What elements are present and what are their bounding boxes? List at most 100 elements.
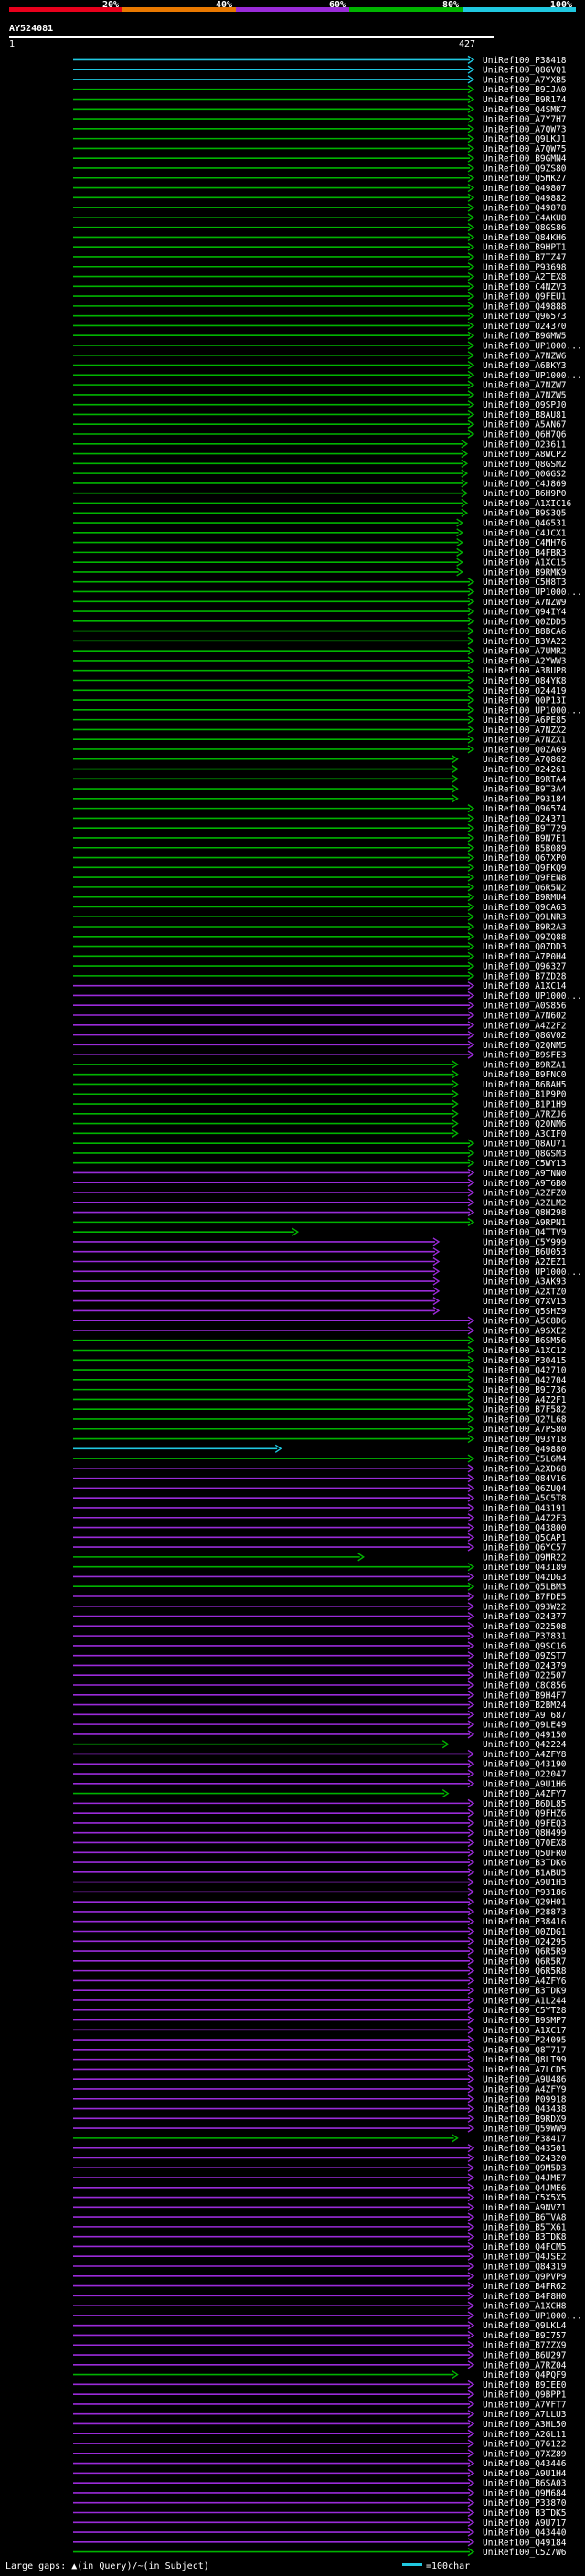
- hit-row[interactable]: UniRef100_Q6R5N2: [73, 883, 567, 893]
- hit-row[interactable]: UniRef100_O24377: [73, 1611, 567, 1622]
- hit-label[interactable]: UniRef100_UP1000...: [483, 588, 582, 598]
- hit-label[interactable]: UniRef100_A7NZW9: [483, 598, 567, 608]
- hit-label[interactable]: UniRef100_A1XC17: [483, 2026, 567, 2036]
- hit-label[interactable]: UniRef100_A1XIC16: [483, 499, 572, 509]
- hit-label[interactable]: UniRef100_C4MH76: [483, 538, 567, 548]
- hit-label[interactable]: UniRef100_Q49150: [483, 1730, 567, 1740]
- hit-label[interactable]: UniRef100_Q8LT99: [483, 2055, 567, 2065]
- hit-row[interactable]: UniRef100_A9SXE2: [73, 1326, 567, 1336]
- hit-label[interactable]: UniRef100_A7QW73: [483, 124, 567, 134]
- hit-label[interactable]: UniRef100_Q96574: [483, 804, 567, 814]
- hit-row[interactable]: UniRef100_Q8GSM3: [73, 1149, 567, 1159]
- hit-row[interactable]: UniRef100_A4ZFY6: [73, 1976, 567, 1987]
- hit-label[interactable]: UniRef100_C4J869: [483, 479, 567, 489]
- hit-row[interactable]: UniRef100_A7RZJ6: [73, 1109, 567, 1119]
- hit-row[interactable]: UniRef100_A4ZFY7: [73, 1789, 567, 1799]
- hit-row[interactable]: UniRef100_A7NZX1: [73, 735, 567, 746]
- hit-label[interactable]: UniRef100_A7YXB5: [483, 75, 567, 85]
- hit-row[interactable]: UniRef100_A9RPN1: [73, 1217, 567, 1228]
- hit-label[interactable]: UniRef100_A6BKY3: [483, 361, 567, 371]
- hit-row[interactable]: UniRef100_A8WCP2: [73, 449, 567, 460]
- hit-label[interactable]: UniRef100_A9U1H6: [483, 1779, 567, 1789]
- hit-label[interactable]: UniRef100_C4JCX1: [483, 528, 567, 538]
- hit-label[interactable]: UniRef100_B9SMP7: [483, 2016, 567, 2026]
- hit-row[interactable]: UniRef100_B3TDK8: [73, 2232, 567, 2242]
- hit-label[interactable]: UniRef100_Q76122: [483, 2440, 567, 2450]
- hit-label[interactable]: UniRef100_B9T3A4: [483, 785, 567, 795]
- hit-label[interactable]: UniRef100_A2ZEZ1: [483, 1257, 567, 1267]
- hit-label[interactable]: UniRef100_Q0ZA69: [483, 745, 567, 755]
- hit-row[interactable]: UniRef100_B9SMP7: [73, 2015, 567, 2026]
- hit-label[interactable]: UniRef100_B8BCA6: [483, 627, 567, 637]
- hit-row[interactable]: UniRef100_Q0ZDG1: [73, 1926, 567, 1937]
- hit-label[interactable]: UniRef100_Q9SPJ0: [483, 400, 567, 410]
- hit-row[interactable]: UniRef100_A9T6B0: [73, 1178, 567, 1189]
- hit-row[interactable]: UniRef100_Q9SC16: [73, 1641, 567, 1651]
- hit-label[interactable]: UniRef100_A5C8D6: [483, 1317, 567, 1327]
- hit-row[interactable]: UniRef100_O24419: [73, 685, 567, 696]
- hit-row[interactable]: UniRef100_A7P0H4: [73, 951, 567, 962]
- hit-label[interactable]: UniRef100_Q9FHZ6: [483, 1809, 567, 1819]
- hit-row[interactable]: UniRef100_Q67XP0: [73, 853, 567, 864]
- hit-row[interactable]: UniRef100_Q9ZS80: [73, 164, 567, 174]
- hit-row[interactable]: UniRef100_B9RMK9: [73, 567, 567, 578]
- hit-label[interactable]: UniRef100_Q42704: [483, 1375, 567, 1385]
- hit-label[interactable]: UniRef100_A4Z2F3: [483, 1513, 567, 1523]
- hit-label[interactable]: UniRef100_Q93Y18: [483, 1435, 567, 1445]
- hit-row[interactable]: UniRef100_Q9LKL4: [73, 2321, 567, 2331]
- hit-label[interactable]: UniRef100_B9RZA1: [483, 1060, 567, 1070]
- hit-row[interactable]: UniRef100_C5Z7W6: [73, 2548, 567, 2558]
- hit-label[interactable]: UniRef100_Q93W22: [483, 1602, 567, 1612]
- hit-row[interactable]: UniRef100_A4ZFY9: [73, 2084, 567, 2094]
- hit-label[interactable]: UniRef100_A4ZFY9: [483, 2084, 567, 2094]
- hit-row[interactable]: UniRef100_B3TDK5: [73, 2507, 567, 2518]
- hit-row[interactable]: UniRef100_P37831: [73, 1631, 567, 1642]
- hit-label[interactable]: UniRef100_B9HPT1: [483, 243, 567, 253]
- hit-row[interactable]: UniRef100_A9U1H3: [73, 1878, 567, 1888]
- hit-label[interactable]: UniRef100_C5WY13: [483, 1159, 567, 1169]
- hit-row[interactable]: UniRef100_Q96574: [73, 804, 567, 814]
- hit-row[interactable]: UniRef100_Q9FKQ9: [73, 863, 567, 874]
- hit-row[interactable]: UniRef100_Q84YK8: [73, 675, 567, 686]
- hit-label[interactable]: UniRef100_C5L6M4: [483, 1455, 567, 1465]
- hit-label[interactable]: UniRef100_A8WCP2: [483, 450, 567, 460]
- hit-row[interactable]: UniRef100_B9T3A4: [73, 784, 567, 795]
- hit-label[interactable]: UniRef100_P28873: [483, 1907, 567, 1917]
- hit-label[interactable]: UniRef100_B1ABU5: [483, 1868, 567, 1878]
- hit-label[interactable]: UniRef100_C5YT28: [483, 2006, 567, 2016]
- hit-label[interactable]: UniRef100_Q9LNR3: [483, 913, 567, 923]
- hit-label[interactable]: UniRef100_Q9ZQ88: [483, 932, 567, 942]
- hit-row[interactable]: UniRef100_A9U486: [73, 2074, 567, 2085]
- hit-label[interactable]: UniRef100_Q0P13I: [483, 696, 567, 706]
- hit-label[interactable]: UniRef100_Q67XP0: [483, 853, 567, 864]
- hit-row[interactable]: UniRef100_B9GMW5: [73, 331, 567, 342]
- hit-label[interactable]: UniRef100_Q4SMK7: [483, 105, 567, 115]
- hit-row[interactable]: UniRef100_Q42DG3: [73, 1572, 567, 1583]
- hit-label[interactable]: UniRef100_P93186: [483, 1888, 567, 1898]
- hit-row[interactable]: UniRef100_Q9ZST7: [73, 1651, 567, 1661]
- hit-label[interactable]: UniRef100_B4F8H0: [483, 2292, 567, 2302]
- hit-row[interactable]: UniRef100_O24295: [73, 1936, 567, 1947]
- hit-row[interactable]: UniRef100_B9RTA4: [73, 774, 567, 785]
- hit-row[interactable]: UniRef100_A7RZ04: [73, 2360, 567, 2370]
- hit-row[interactable]: UniRef100_B3TDK9: [73, 1986, 567, 1997]
- hit-row[interactable]: UniRef100_A7QW73: [73, 124, 567, 134]
- hit-label[interactable]: UniRef100_Q49878: [483, 204, 567, 214]
- hit-row[interactable]: UniRef100_A2ZLM2: [73, 1198, 567, 1208]
- hit-label[interactable]: UniRef100_P38417: [483, 2134, 567, 2144]
- hit-row[interactable]: UniRef100_B9H4F7: [73, 1691, 567, 1701]
- hit-label[interactable]: UniRef100_P93184: [483, 794, 567, 804]
- hit-row[interactable]: UniRef100_A2GL11: [73, 2429, 567, 2440]
- hit-row[interactable]: UniRef100_Q2QNM5: [73, 1040, 567, 1051]
- hit-label[interactable]: UniRef100_A9U1H4: [483, 2469, 567, 2479]
- hit-row[interactable]: UniRef100_Q4JME7: [73, 2173, 567, 2183]
- hit-label[interactable]: UniRef100_P24095: [483, 2036, 567, 2046]
- hit-row[interactable]: UniRef100_Q84319: [73, 2262, 567, 2273]
- hit-label[interactable]: UniRef100_A7PS80: [483, 1425, 567, 1435]
- hit-row[interactable]: UniRef100_C5WY13: [73, 1159, 567, 1169]
- hit-label[interactable]: UniRef100_Q9FEQ3: [483, 1818, 567, 1829]
- hit-row[interactable]: UniRef100_Q9BPP1: [73, 2390, 567, 2401]
- hit-row[interactable]: UniRef100_B4FBR3: [73, 547, 567, 558]
- hit-row[interactable]: UniRef100_Q9FEU1: [73, 292, 567, 302]
- hit-label[interactable]: UniRef100_A2TEX8: [483, 272, 567, 282]
